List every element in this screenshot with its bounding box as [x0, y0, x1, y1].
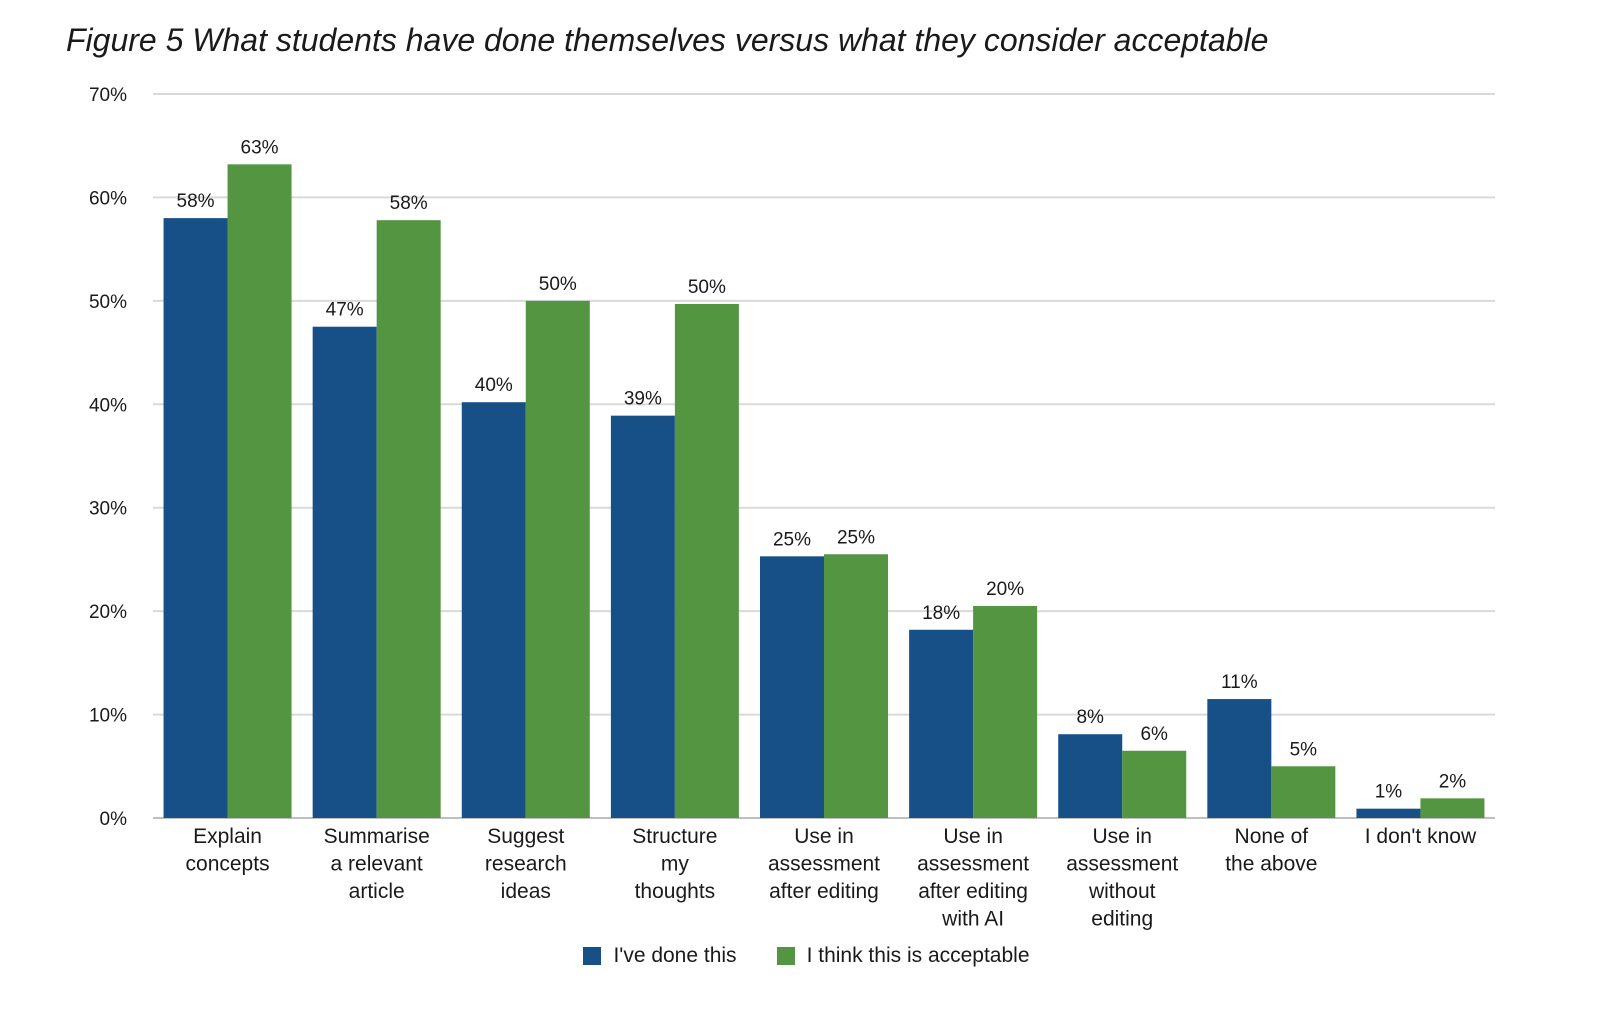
bar-acceptable — [1122, 750, 1187, 818]
data-label: 20% — [986, 579, 1024, 600]
y-tick-label: 20% — [89, 602, 127, 623]
data-label: 5% — [1290, 739, 1318, 760]
bar-acceptable — [525, 300, 590, 818]
data-label: 18% — [922, 603, 960, 624]
bar-done — [1356, 808, 1421, 818]
legend-item-acceptable: I think this is acceptable — [776, 944, 1030, 968]
legend-swatch-done — [583, 947, 602, 965]
y-tick-label: 50% — [89, 292, 127, 313]
y-tick-label: 30% — [89, 499, 127, 520]
y-tick-label: 0% — [100, 809, 128, 830]
bar-acceptable — [227, 164, 292, 818]
legend: I've done this I think this is acceptabl… — [0, 944, 1613, 968]
legend-label-done: I've done this — [613, 944, 737, 967]
bar-acceptable — [973, 605, 1038, 818]
x-tick-label: I don't know — [1365, 825, 1477, 848]
legend-label-acceptable: I think this is acceptable — [806, 944, 1030, 967]
data-label: 47% — [326, 300, 364, 321]
bar-acceptable — [1271, 766, 1336, 818]
data-label: 25% — [837, 527, 875, 548]
legend-item-done: I've done this — [583, 944, 737, 968]
bar-done — [1207, 699, 1272, 818]
bar-done — [760, 556, 824, 818]
bar-done — [909, 629, 974, 818]
data-label: 2% — [1439, 771, 1467, 792]
y-tick-label: 60% — [89, 188, 127, 209]
y-tick-label: 70% — [89, 85, 127, 106]
x-tick-label: Structure my thoughts — [632, 825, 717, 903]
bar-done — [461, 402, 526, 818]
data-label: 63% — [241, 137, 279, 158]
x-tick-label: Use in assessment after editing — [768, 825, 880, 903]
bar-done — [1058, 734, 1123, 818]
data-label: 6% — [1140, 724, 1168, 745]
legend-swatch-acceptable — [776, 947, 795, 965]
y-tick-label: 10% — [89, 706, 127, 727]
data-label: 11% — [1221, 672, 1258, 693]
data-label: 58% — [390, 193, 428, 214]
data-label: 40% — [475, 375, 513, 396]
bar-acceptable — [824, 554, 888, 818]
x-tick-label: Suggest research ideas — [485, 825, 567, 903]
chart-title: Figure 5 What students have done themsel… — [66, 22, 1269, 58]
bar-done — [163, 218, 228, 819]
y-tick-label: 40% — [89, 395, 127, 416]
x-tick-label: None of the above — [1225, 825, 1317, 876]
x-tick-label: Use in assessment without editing — [1066, 825, 1178, 931]
x-tick-label: Explain concepts — [186, 825, 270, 876]
data-label: 39% — [624, 389, 662, 410]
data-label: 1% — [1375, 782, 1403, 803]
bar-acceptable — [674, 303, 739, 819]
data-label: 50% — [539, 274, 577, 295]
bar-acceptable — [1420, 798, 1485, 818]
bar-acceptable — [376, 220, 441, 818]
x-tick-label: Use in assessment after editing with AI — [917, 825, 1029, 931]
bar-done — [610, 415, 675, 818]
bar-done — [312, 326, 377, 818]
data-label: 58% — [177, 191, 215, 212]
x-tick-label: Summarise a relevant article — [324, 825, 430, 903]
data-label: 50% — [688, 277, 726, 298]
data-label: 25% — [773, 529, 811, 550]
data-label: 8% — [1076, 707, 1104, 728]
